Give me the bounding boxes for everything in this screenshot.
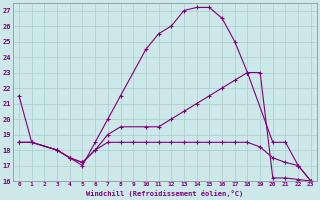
X-axis label: Windchill (Refroidissement éolien,°C): Windchill (Refroidissement éolien,°C) bbox=[86, 190, 244, 197]
